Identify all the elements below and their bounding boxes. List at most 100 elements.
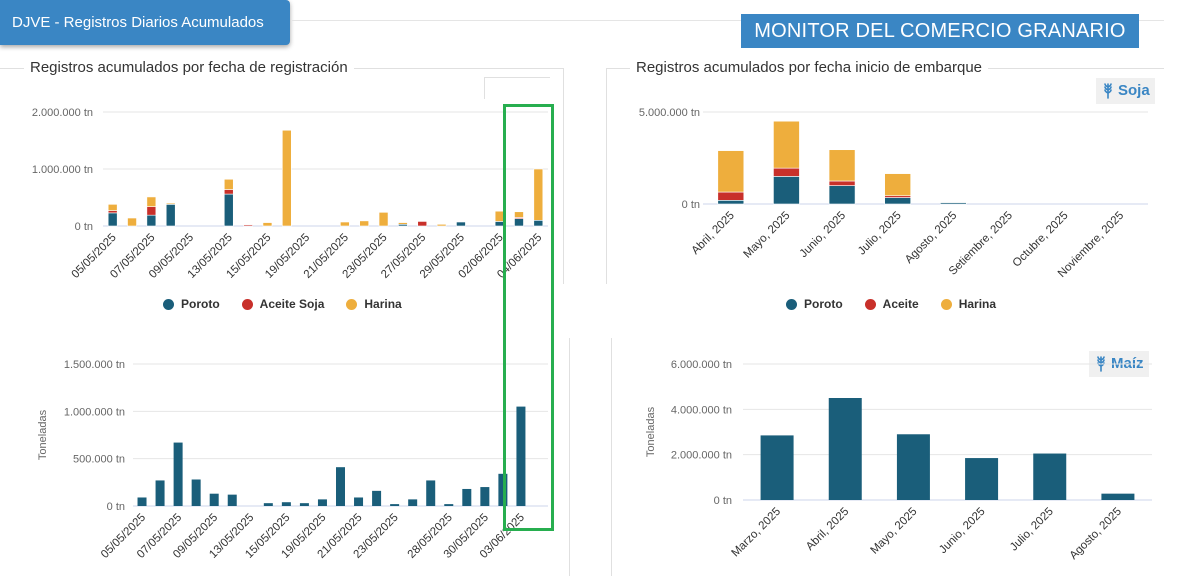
right-panel-title: Registros acumulados por fecha inicio de… [630,59,989,76]
bar-aceite-soja [243,224,253,227]
legend-item-harina[interactable]: Harina [940,297,997,311]
left-panel-edge [563,68,564,284]
bar-aceite-soja [417,221,428,227]
bar-harina [940,201,967,203]
lower-right-divider [611,338,612,576]
bar [191,479,201,506]
bar [828,398,862,500]
monitor-title: MONITOR DEL COMERCIO GRANARIO [741,14,1139,48]
bar-harina [436,223,447,227]
y-tick-label: 2.000.000 tn [671,450,732,462]
bar [1101,493,1135,500]
legend-item-poroto[interactable]: Poroto [786,297,843,311]
bar [372,490,382,506]
bar [896,434,930,500]
lower-left-divider [569,338,570,576]
y-tick-label: 1.000.000 tn [64,406,125,418]
legend-label: Harina [958,297,997,311]
bar [263,503,273,506]
x-tick-label: Marzo, 2025 [730,506,784,560]
bar [137,497,147,506]
y-axis-title: Toneladas [37,409,49,460]
legend-item-poroto[interactable]: Poroto [163,297,220,311]
bar [444,504,454,506]
bar [390,504,400,506]
bar-harina [107,204,118,211]
y-tick-label: 1.500.000 tn [64,359,125,371]
bar-harina [378,212,389,227]
bar-harina [533,168,544,221]
header-divider [292,20,1164,21]
y-tick-label: 5.000.000 tn [639,107,700,119]
bar [227,494,237,506]
bar-harina [514,211,524,218]
y-tick-label: 4.000.000 tn [671,404,732,416]
x-tick-label: Junio, 2025 [937,506,988,557]
y-tick-label: 0 tn [714,495,732,507]
wheat-icon [1104,83,1112,99]
y-tick-label: 0 tn [75,221,93,233]
x-tick-label: Mayo, 2025 [869,506,920,557]
bar-poroto [773,176,800,205]
bar-harina [340,221,350,227]
bar-harina [717,150,745,193]
legend-item-aceite-soja[interactable]: Aceite Soja [241,297,325,311]
y-tick-label: 0 tn [682,199,700,211]
legend-item-harina[interactable]: Harina [346,297,402,311]
legend-item-aceite[interactable]: Aceite [864,297,919,311]
bar [760,435,794,500]
right-panel-edge [606,68,607,284]
legend-label: Poroto [804,297,843,311]
y-tick-label: 2.000.000 tn [32,107,93,119]
bar-harina [884,173,911,197]
bar-harina [165,202,176,205]
bar [965,458,999,500]
bar [209,493,219,506]
bar-harina [359,220,369,227]
highlight-box [503,104,554,531]
x-tick-label: Julio, 2025 [1008,506,1056,554]
legend-dot [864,298,876,310]
legend-dot [786,298,797,310]
x-tick-label: Abril, 2025 [804,506,851,553]
bar [1033,453,1067,500]
bar [354,497,364,506]
y-tick-label: 6.000.000 tn [671,359,732,371]
bar [480,487,490,506]
y-tick-label: 500.000 tn [73,454,125,466]
y-tick-label: 0 tn [107,501,125,513]
bar-harina [262,222,273,227]
app-tag: DJVE - Registros Diarios Acumulados [0,0,290,45]
bar-harina [773,120,800,169]
bar [426,480,436,506]
bar-harina [828,149,856,182]
soja-badge-label: Soja [1118,82,1150,99]
legend-label: Aceite Soja [259,297,325,311]
bar-poroto [456,221,466,227]
legend-label: Harina [364,297,402,311]
bar [299,503,309,506]
x-tick-label: Agosto, 2025 [1068,506,1124,562]
bar-harina [223,178,234,190]
soja-badge[interactable]: Soja [1096,78,1155,104]
bar-harina [127,217,137,227]
y-tick-label: 1.000.000 tn [32,164,93,176]
bar [155,480,165,506]
bar [173,442,183,506]
bar-harina [146,196,157,207]
legend-right: Poroto Aceite Harina [786,297,996,311]
export-menu-edge [484,77,485,99]
bar [336,467,345,506]
bar-harina [282,129,292,227]
legend-dot [241,298,253,310]
legend-dot [346,298,358,310]
export-menu-line [484,77,550,78]
bar [498,473,508,506]
legend-label: Poroto [181,297,220,311]
y-axis-title: Toneladas [645,406,657,457]
legend-label: Aceite [882,297,919,311]
bar [408,499,418,506]
